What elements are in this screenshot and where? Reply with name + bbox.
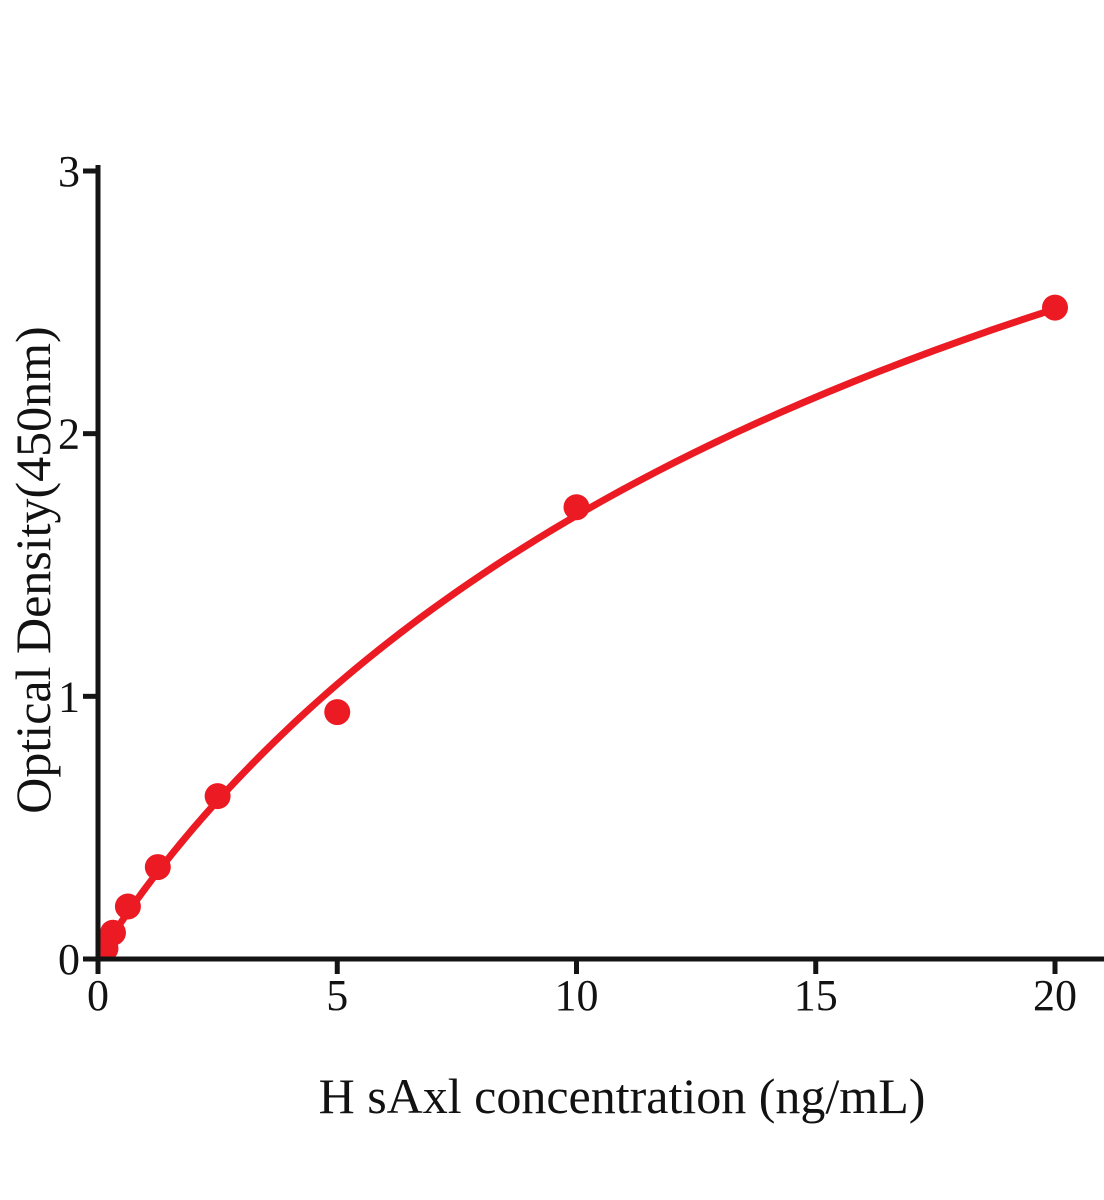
data-point [563, 494, 590, 521]
y-tick-label: 3 [58, 147, 80, 196]
data-point [99, 919, 126, 946]
x-tick-label: 20 [1033, 971, 1077, 1020]
data-point [114, 893, 141, 920]
axis-lines [95, 165, 1104, 962]
y-tick-label: 0 [58, 935, 80, 984]
tick-labels-layer: 0 1 2 3 0 5 10 15 20 [58, 147, 1077, 1020]
data-point [204, 783, 231, 810]
y-axis-title: Optical Density(450nm) [5, 326, 61, 813]
ticks-layer [83, 168, 1058, 974]
x-axis-title: H sAxl concentration (ng/mL) [319, 1068, 926, 1124]
x-tick-label: 10 [555, 971, 599, 1020]
axes-layer [95, 165, 1104, 962]
data-points-layer [98, 294, 1068, 959]
x-tick-label: 5 [326, 971, 348, 1020]
data-point [1042, 294, 1068, 321]
x-tick-label: 15 [794, 971, 838, 1020]
fit-curve-layer [98, 305, 1059, 955]
y-tick-label: 1 [58, 672, 80, 721]
fit-curve [98, 305, 1059, 955]
data-point [324, 699, 351, 726]
x-tick-label: 0 [87, 971, 109, 1020]
y-tick-label: 2 [58, 410, 80, 459]
data-point [144, 854, 171, 881]
